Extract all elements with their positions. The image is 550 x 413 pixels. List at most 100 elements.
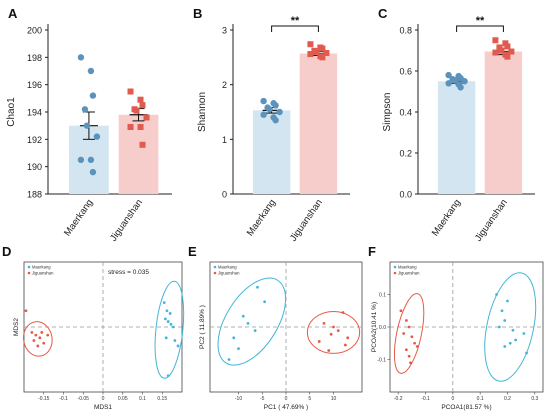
confidence-ellipse-maerkang — [154, 280, 185, 379]
x-tick-label: 0.1 — [477, 396, 484, 402]
data-point-maerkang — [256, 285, 259, 289]
data-point-maerkang — [263, 300, 267, 304]
data-point-jiguanshan — [327, 349, 331, 352]
data-point — [133, 107, 140, 114]
data-point-maerkang — [165, 309, 169, 313]
data-point — [87, 67, 95, 75]
confidence-ellipse-jiguanshan — [306, 310, 361, 354]
legend-label: Maerkang — [398, 265, 417, 270]
y-tick-label: 200 — [27, 26, 42, 36]
y-tick-label: -0.1 — [377, 358, 386, 364]
data-point-maerkang — [171, 325, 175, 329]
data-point-jiguanshan — [24, 309, 28, 313]
data-point-jiguanshan — [30, 331, 34, 334]
y-tick-label: 2 — [222, 80, 227, 90]
data-point-jiguanshan — [40, 331, 44, 334]
data-point — [139, 102, 146, 109]
data-point — [492, 37, 499, 44]
data-point-maerkang — [508, 341, 512, 345]
panel-letter: C — [378, 6, 388, 21]
data-point-maerkang — [246, 321, 250, 325]
data-point — [451, 77, 458, 84]
x-tick-label: 0.3 — [531, 396, 538, 402]
data-point-jiguanshan — [415, 345, 419, 348]
data-point-jiguanshan — [407, 354, 411, 358]
y-tick-label: 192 — [27, 135, 42, 145]
x-tick-label: Maerkang — [430, 197, 463, 238]
data-point-jiguanshan — [341, 311, 345, 314]
data-point-jiguanshan — [399, 309, 403, 313]
significance-bracket — [271, 25, 319, 32]
y-tick-label: 196 — [27, 80, 42, 90]
y-tick-label: 0.6 — [399, 67, 412, 77]
data-point-maerkang — [500, 309, 504, 313]
data-point-jiguanshan — [42, 341, 46, 345]
data-point-jiguanshan — [407, 325, 411, 329]
bar-jiguanshan — [484, 51, 523, 195]
data-point — [445, 71, 452, 79]
data-point-jiguanshan — [317, 340, 321, 343]
panel-letter: A — [8, 6, 18, 21]
data-point — [498, 47, 505, 54]
y-axis-label: PCOA2(10.41 %) — [371, 302, 378, 352]
x-tick-label: -0.15 — [38, 396, 50, 402]
data-point-maerkang — [227, 358, 231, 361]
legend-label: Jiguanshan — [218, 271, 240, 276]
legend-label: Jiguanshan — [398, 271, 420, 276]
data-point — [87, 156, 95, 164]
data-point-jiguanshan — [329, 332, 333, 336]
y-axis-label: PC2 ( 11.89% ) — [199, 305, 206, 349]
panel-E: E -10 -5 0 5 10 PC1 ( 47.69% ) PC2 ( 11.89% ) Ma… — [188, 244, 363, 411]
x-tick-label: Maerkang — [245, 197, 278, 238]
data-point-jiguanshan — [402, 332, 406, 335]
data-point-maerkang — [166, 320, 170, 323]
y-tick-label: 0.1 — [379, 293, 386, 299]
data-point — [457, 84, 464, 91]
data-point-jiguanshan — [404, 348, 408, 352]
data-point-jiguanshan — [332, 325, 335, 329]
y-tick-label: 0.0 — [379, 325, 386, 331]
significance-label: ** — [291, 15, 300, 27]
legend-marker — [213, 271, 217, 275]
data-point — [127, 124, 134, 131]
data-point — [93, 133, 101, 140]
x-tick-label: 0.1 — [139, 396, 146, 402]
x-tick-label: Jiguanshan — [473, 197, 510, 243]
data-point — [260, 111, 267, 118]
legend-marker — [27, 271, 31, 275]
y-tick-label: 0.0 — [399, 190, 412, 200]
data-point — [89, 92, 97, 99]
data-point-maerkang — [253, 329, 257, 333]
legend-label: Maerkang — [218, 265, 237, 270]
data-point-maerkang — [166, 374, 170, 378]
data-point-jiguanshan — [46, 333, 50, 337]
y-tick-label: 188 — [27, 190, 42, 200]
data-point-maerkang — [525, 351, 529, 355]
legend-marker — [393, 265, 397, 269]
data-point-jiguanshan — [413, 341, 416, 345]
data-point — [307, 41, 314, 48]
y-axis-label: MDS2 — [13, 318, 20, 336]
data-point — [266, 106, 273, 113]
data-point-jiguanshan — [346, 336, 350, 340]
panel-B: B 0 1 2 3 Shannon Maerkang Jiguanshan ** — [193, 6, 350, 244]
data-point — [260, 97, 267, 105]
y-axis-label: Chao1 — [6, 97, 17, 127]
panel-A: A 188 190 192 194 196 198 200 Chao1 Maerkang Jigua… — [6, 6, 172, 244]
data-point-jiguanshan — [32, 339, 36, 342]
bar-maerkang — [437, 81, 476, 194]
panel-D: D -0.15 -0.1 -0.05 0 0.05 0.1 0.15 MDS1 MDS2 Maerk… — [2, 244, 185, 411]
panel-letter: E — [188, 244, 197, 259]
data-point-jiguanshan — [404, 319, 408, 322]
legend-label: Maerkang — [32, 265, 51, 270]
x-tick-label: 0 — [102, 396, 105, 402]
data-point-maerkang — [511, 328, 515, 332]
y-tick-label: 198 — [27, 53, 42, 63]
data-point-maerkang — [164, 336, 168, 340]
data-point — [323, 49, 330, 56]
legend-label: Jiguanshan — [32, 271, 54, 276]
data-point — [276, 108, 283, 116]
data-point-maerkang — [176, 344, 180, 348]
data-point-jiguanshan — [409, 361, 412, 365]
